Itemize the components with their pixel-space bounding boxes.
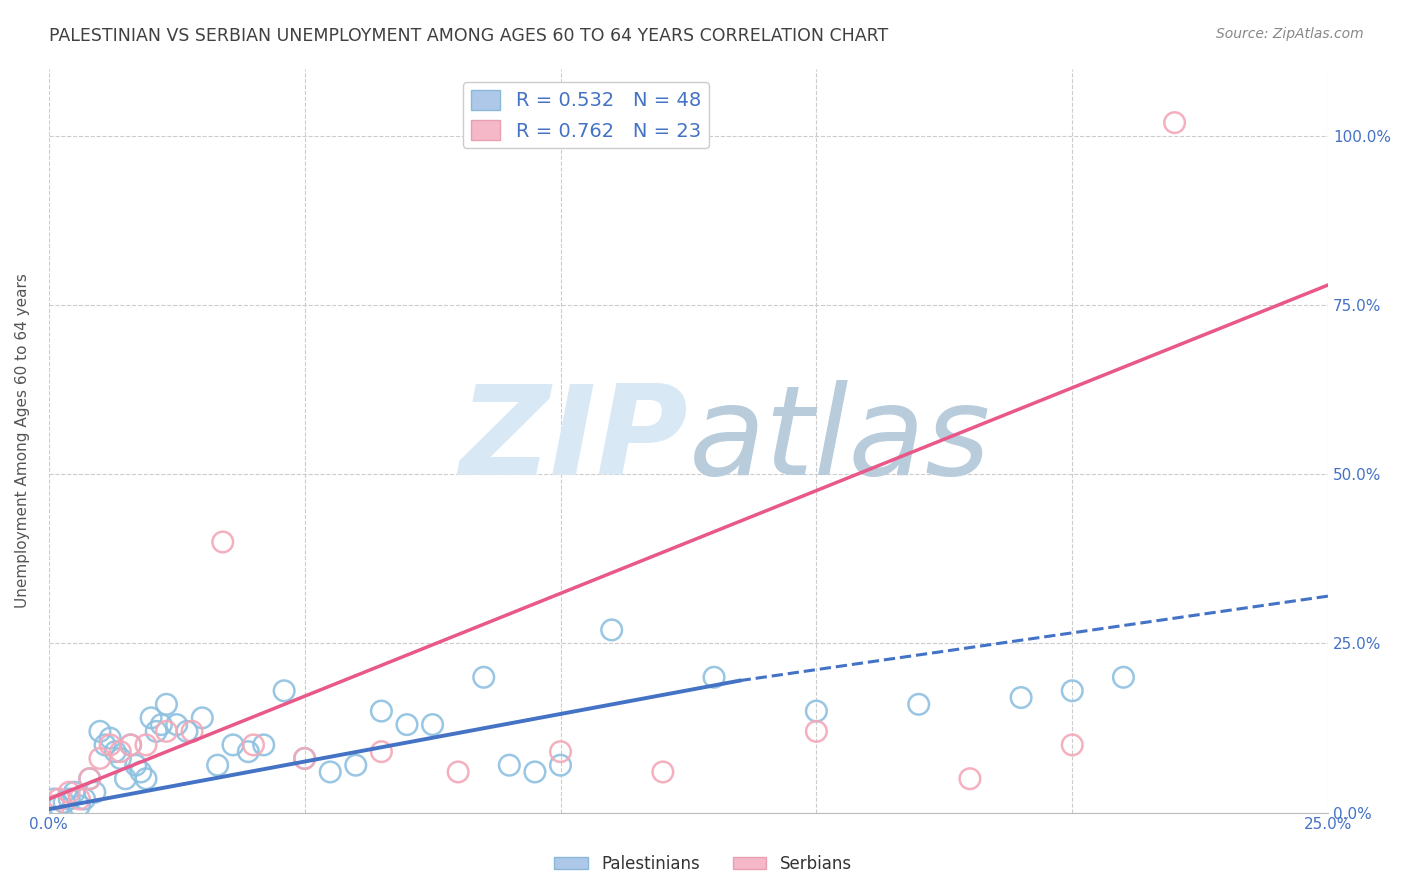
- Point: [344, 758, 367, 772]
- Point: [89, 751, 111, 765]
- Point: [150, 717, 173, 731]
- Point: [135, 772, 157, 786]
- Point: [63, 785, 86, 799]
- Y-axis label: Unemployment Among Ages 60 to 64 years: Unemployment Among Ages 60 to 64 years: [15, 273, 30, 608]
- Point: [114, 772, 136, 786]
- Point: [550, 745, 572, 759]
- Text: PALESTINIAN VS SERBIAN UNEMPLOYMENT AMONG AGES 60 TO 64 YEARS CORRELATION CHART: PALESTINIAN VS SERBIAN UNEMPLOYMENT AMON…: [49, 27, 889, 45]
- Point: [253, 738, 276, 752]
- Point: [48, 798, 70, 813]
- Point: [110, 751, 132, 765]
- Point: [1010, 690, 1032, 705]
- Point: [191, 711, 214, 725]
- Point: [98, 738, 121, 752]
- Point: [523, 764, 546, 779]
- Point: [207, 758, 229, 772]
- Point: [42, 792, 65, 806]
- Point: [238, 745, 260, 759]
- Point: [69, 798, 91, 813]
- Point: [120, 738, 142, 752]
- Point: [395, 717, 418, 731]
- Point: [58, 792, 80, 806]
- Point: [176, 724, 198, 739]
- Text: ZIP: ZIP: [460, 380, 689, 501]
- Point: [58, 785, 80, 799]
- Legend: Palestinians, Serbians: Palestinians, Serbians: [547, 848, 859, 880]
- Point: [319, 764, 342, 779]
- Point: [1062, 738, 1084, 752]
- Point: [129, 764, 152, 779]
- Text: Source: ZipAtlas.com: Source: ZipAtlas.com: [1216, 27, 1364, 41]
- Point: [422, 717, 444, 731]
- Point: [294, 751, 316, 765]
- Legend: R = 0.532   N = 48, R = 0.762   N = 23: R = 0.532 N = 48, R = 0.762 N = 23: [464, 82, 709, 148]
- Point: [120, 738, 142, 752]
- Point: [135, 738, 157, 752]
- Point: [145, 724, 167, 739]
- Point: [104, 745, 127, 759]
- Point: [125, 758, 148, 772]
- Point: [959, 772, 981, 786]
- Point: [155, 724, 177, 739]
- Point: [806, 724, 828, 739]
- Point: [651, 764, 673, 779]
- Point: [806, 704, 828, 718]
- Point: [181, 724, 204, 739]
- Text: atlas: atlas: [689, 380, 991, 501]
- Point: [222, 738, 245, 752]
- Point: [1112, 670, 1135, 684]
- Point: [139, 711, 162, 725]
- Point: [1163, 115, 1185, 129]
- Point: [472, 670, 495, 684]
- Point: [79, 772, 101, 786]
- Point: [1062, 683, 1084, 698]
- Point: [550, 758, 572, 772]
- Point: [53, 796, 76, 810]
- Point: [242, 738, 264, 752]
- Point: [98, 731, 121, 746]
- Point: [498, 758, 520, 772]
- Point: [703, 670, 725, 684]
- Point: [907, 698, 929, 712]
- Point: [166, 717, 188, 731]
- Point: [294, 751, 316, 765]
- Point: [73, 792, 96, 806]
- Point: [48, 792, 70, 806]
- Point: [110, 745, 132, 759]
- Point: [69, 792, 91, 806]
- Point: [89, 724, 111, 739]
- Point: [42, 798, 65, 813]
- Point: [155, 698, 177, 712]
- Point: [94, 738, 117, 752]
- Point: [79, 772, 101, 786]
- Point: [211, 535, 233, 549]
- Point: [370, 745, 392, 759]
- Point: [273, 683, 295, 698]
- Point: [83, 785, 105, 799]
- Point: [600, 623, 623, 637]
- Point: [447, 764, 470, 779]
- Point: [370, 704, 392, 718]
